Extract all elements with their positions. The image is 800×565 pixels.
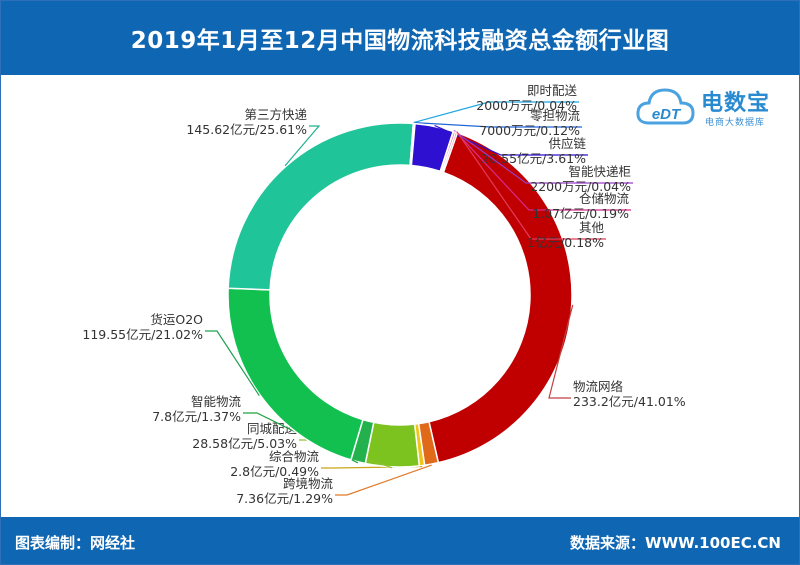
slice-name-label-7: 即时配送 (527, 83, 578, 98)
chart-footer: 图表编制：网经社 数据来源：WWW.100EC.CN (1, 517, 799, 564)
slice-name-label-6: 第三方快递 (244, 107, 307, 122)
logo-name: 电数宝 (701, 91, 771, 116)
leader-line-0 (548, 304, 574, 399)
slice-value-label-7: 2000万元/0.04% (476, 98, 577, 113)
slice-value-label-10: 2200万元/0.04% (530, 179, 631, 194)
leader-line-5 (205, 330, 260, 396)
leader-line-11 (454, 130, 631, 211)
slice-value-label-12: 1亿元/0.18% (527, 235, 604, 250)
slice-value-label-9: 20.55亿元/3.61% (481, 151, 586, 166)
slice-name-label-4: 智能物流 (191, 394, 242, 409)
leader-line-10 (453, 130, 633, 184)
pie-slice-12 (441, 131, 459, 174)
slice-value-label-1: 7.36亿元/1.29% (236, 491, 333, 506)
footer-source: 数据来源：WWW.100EC.CN (570, 534, 781, 552)
pie-slice-6 (227, 122, 415, 291)
leader-line-7 (413, 101, 579, 124)
slice-name-label-1: 跨境物流 (283, 476, 334, 491)
leader-line-12 (456, 131, 606, 240)
slice-name-label-11: 仓储物流 (579, 191, 630, 206)
chart-title: 2019年1月至12月中国物流科技融资总金额行业图 (1, 1, 799, 75)
leader-line-8 (414, 122, 582, 128)
slice-value-label-4: 7.8亿元/1.37% (152, 409, 241, 424)
logo-subtitle: 电商大数据库 (705, 118, 766, 128)
slice-name-label-0: 物流网络 (573, 379, 624, 394)
slice-value-label-5: 119.55亿元/21.02% (82, 327, 203, 342)
slice-name-label-9: 供应链 (548, 136, 586, 151)
footer-editor: 图表编制：网经社 (15, 534, 136, 552)
leader-line-1 (335, 464, 432, 496)
brand-logo: eDT 电数宝 电商大数据库 (635, 79, 795, 135)
slice-name-label-2: 综合物流 (269, 449, 320, 464)
slice-name-label-12: 其他 (579, 220, 605, 235)
slice-name-label-5: 货运O2O (150, 312, 203, 327)
slice-value-label-0: 233.2亿元/41.01% (573, 394, 686, 409)
slice-name-label-8: 零担物流 (530, 108, 581, 123)
slice-value-label-3: 28.58亿元/5.03% (192, 436, 297, 451)
slice-name-label-10: 智能快递柜 (568, 164, 631, 179)
slice-name-label-3: 同城配送 (247, 421, 298, 436)
logo-mark-text: eDT (652, 106, 682, 123)
cloud-logo-icon: eDT (636, 88, 695, 125)
slice-value-label-11: 1.07亿元/0.19% (532, 206, 629, 221)
slice-value-label-6: 145.62亿元/25.61% (186, 122, 307, 137)
slice-value-label-2: 2.8亿元/0.49% (230, 464, 319, 479)
pie-slice-0 (428, 131, 573, 464)
leader-line-6 (284, 125, 321, 167)
slice-value-label-8: 7000万元/0.12% (479, 123, 580, 138)
pie-slice-3 (364, 421, 421, 468)
